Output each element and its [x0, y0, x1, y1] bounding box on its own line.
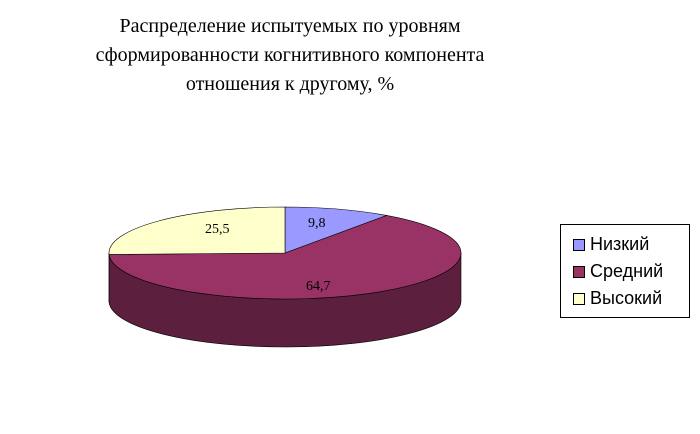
- legend: Низкий Средний Высокий: [560, 224, 690, 318]
- legend-item-low: Низкий: [573, 231, 689, 258]
- data-label-high: 25,5: [205, 222, 230, 237]
- legend-label-high: Высокий: [590, 288, 663, 308]
- legend-label-medium: Средний: [590, 261, 664, 281]
- pie-tops: [108, 206, 462, 300]
- legend-item-medium: Средний: [573, 258, 689, 285]
- chart-title-line-1: Распределение испытуемых по уровням: [119, 15, 461, 37]
- legend-swatch-low: [573, 238, 585, 251]
- pie-slice-high: [108, 206, 286, 255]
- data-label-medium: 64,7: [306, 279, 331, 294]
- legend-swatch-medium: [573, 265, 585, 278]
- chart-title-line-3: отношения к другому, %: [185, 73, 395, 95]
- legend-label-low: Низкий: [590, 234, 650, 254]
- legend-swatch-high: [573, 292, 585, 305]
- data-label-low: 9,8: [308, 216, 326, 231]
- legend-item-high: Высокий: [573, 285, 689, 312]
- chart-title: Распределение испытуемых по уровням сфор…: [60, 12, 520, 99]
- pie-slice-low: [284, 206, 388, 254]
- pie-slice-medium: [108, 215, 462, 300]
- chart-title-line-2: сформированности когнитивного компонента: [95, 44, 485, 66]
- pie-labels: 9,8 64,7 25,5: [205, 216, 331, 294]
